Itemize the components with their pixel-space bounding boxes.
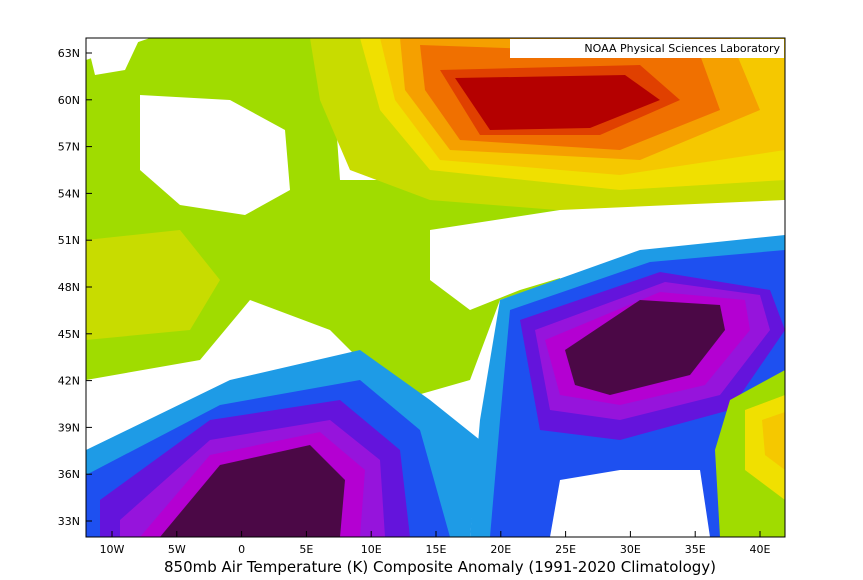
y-tick-label: 57N [58,141,80,154]
x-tick-label: 30E [620,543,641,556]
x-tick-label: 0 [238,543,245,556]
x-tick-label: 15E [426,543,447,556]
y-tick-label: 36N [58,468,80,481]
y-tick-label: 48N [58,281,80,294]
y-tick-label: 42N [58,375,80,388]
credit: NOAA Physical Sciences Laboratory [584,42,780,55]
y-tick-label: 33N [58,515,80,528]
x-tick-label: 10W [100,543,125,556]
y-tick-label: 51N [58,234,80,247]
x-tick-label: 40E [750,543,771,556]
x-tick-label: 20E [490,543,511,556]
x-tick-label: 25E [555,543,576,556]
credit-box [510,39,784,58]
y-tick-label: 54N [58,187,80,200]
y-tick-label: 45N [58,328,80,341]
map-title: 850mb Air Temperature (K) Composite Anom… [164,558,716,576]
y-tick-label: 63N [58,47,80,60]
x-tick-label: 5W [168,543,186,556]
axis-ticks: 10W 5W 0 5E 10E 15E 20E 25E 30E 35E 40E 63N 60N 57N 54… [58,47,771,556]
anomaly-field [86,38,785,537]
x-tick-label: 10E [361,543,382,556]
y-tick-label: 60N [58,94,80,107]
x-tick-label: 35E [685,543,706,556]
x-tick-label: 5E [299,543,313,556]
y-tick-label: 39N [58,421,80,434]
